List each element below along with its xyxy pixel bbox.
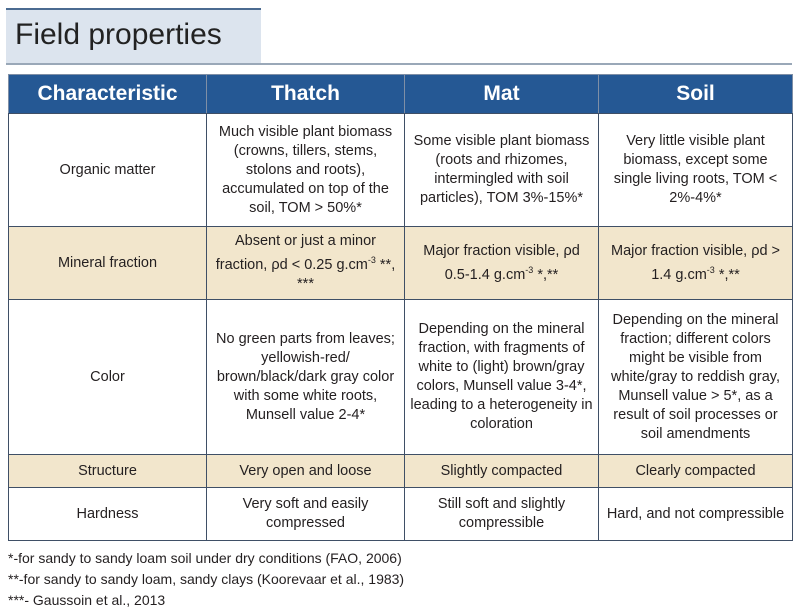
column-header-mat: Mat (404, 74, 599, 114)
table-row: Structure Very open and loose Slightly c… (8, 454, 793, 488)
title-underline (6, 63, 792, 65)
row-label-organic-matter: Organic matter (8, 113, 207, 227)
footnote-marker: *,** (533, 266, 559, 283)
section-title-block: Field properties (0, 0, 800, 66)
cell-mat: Slightly compacted (404, 454, 599, 488)
superscript: -3 (367, 255, 376, 266)
cell-thatch: No green parts from leaves; yellowish-re… (206, 299, 405, 455)
row-label-mineral-fraction: Mineral fraction (8, 226, 207, 300)
cell-text: Absent or just a minor fraction, ρd < 0.… (215, 233, 377, 273)
title-top-rule (6, 8, 261, 10)
page-title: Field properties (15, 18, 222, 51)
field-properties-table: Characteristic Thatch Mat Soil Organic m… (8, 74, 793, 541)
cell-mat: Major fraction visible, ρd 0.5-1.4 g.cm-… (404, 226, 599, 300)
column-header-characteristic: Characteristic (8, 74, 207, 114)
footnote-marker: *,** (714, 266, 740, 283)
cell-text: Major fraction visible, ρd > 1.4 g.cm (610, 242, 781, 283)
row-label-hardness: Hardness (8, 487, 207, 541)
cell-soil: Hard, and not compressible (598, 487, 793, 541)
column-header-soil: Soil (598, 74, 793, 114)
cell-text: Major fraction visible, ρd 0.5-1.4 g.cm (423, 242, 580, 283)
cell-thatch: Much visible plant biomass (crowns, till… (206, 113, 405, 227)
cell-mat: Some visible plant biomass (roots and rh… (404, 113, 599, 227)
table-row: Color No green parts from leaves; yellow… (8, 299, 793, 455)
footnote-double-asterisk: **-for sandy to sandy loam, sandy clays … (8, 571, 405, 587)
footnote-single-asterisk: *-for sandy to sandy loam soil under dry… (8, 550, 402, 566)
footnotes: *-for sandy to sandy loam soil under dry… (8, 548, 788, 611)
cell-thatch: Absent or just a minor fraction, ρd < 0.… (206, 226, 405, 300)
table-row: Hardness Very soft and easily compressed… (8, 487, 793, 541)
cell-mat: Depending on the mineral fraction, with … (404, 299, 599, 455)
cell-thatch: Very open and loose (206, 454, 405, 488)
cell-soil: Major fraction visible, ρd > 1.4 g.cm-3 … (598, 226, 793, 300)
table-header-row: Characteristic Thatch Mat Soil (8, 74, 793, 114)
table-row: Organic matter Much visible plant biomas… (8, 113, 793, 227)
superscript: -3 (706, 264, 715, 275)
cell-soil: Clearly compacted (598, 454, 793, 488)
superscript: -3 (525, 264, 534, 275)
cell-thatch: Very soft and easily compressed (206, 487, 405, 541)
column-header-thatch: Thatch (206, 74, 405, 114)
cell-soil: Very little visible plant biomass, excep… (598, 113, 793, 227)
row-label-structure: Structure (8, 454, 207, 488)
footnote-marker: **, *** (297, 256, 396, 292)
cell-mat: Still soft and slightly compressible (404, 487, 599, 541)
title-bar (6, 8, 261, 64)
footnote-triple-asterisk: ***- Gaussoin et al., 2013 (8, 592, 166, 608)
cell-soil: Depending on the mineral fraction; diffe… (598, 299, 793, 455)
row-label-color: Color (8, 299, 207, 455)
table-row: Mineral fraction Absent or just a minor … (8, 226, 793, 300)
